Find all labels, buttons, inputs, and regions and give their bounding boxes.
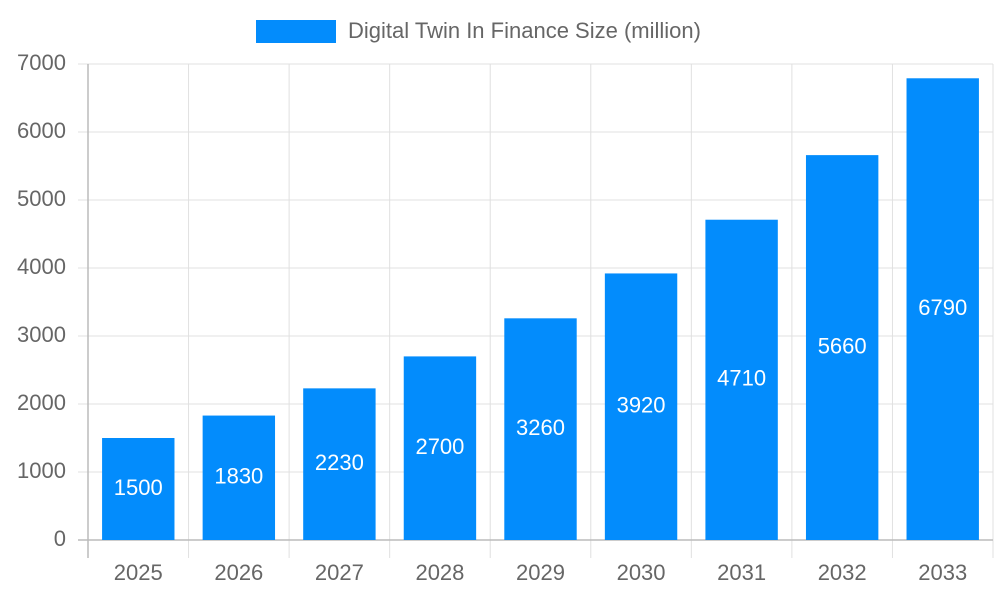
value-label: 6790 [918,295,967,320]
value-label: 5660 [818,333,867,358]
x-tick-label: 2033 [918,560,967,585]
value-label: 1500 [114,475,163,500]
y-tick-label: 0 [54,526,66,551]
x-tick-label: 2027 [315,560,364,585]
value-label: 2700 [415,434,464,459]
bar [403,356,477,540]
bar [906,78,979,540]
bar [604,273,678,540]
value-label: 2230 [315,450,364,475]
x-tick-label: 2028 [415,560,464,585]
value-label: 3920 [617,393,666,418]
legend-swatch [256,20,336,43]
value-label: 4710 [717,366,766,391]
bar [705,219,778,540]
y-tick-label: 1000 [17,458,66,483]
legend-label: Digital Twin In Finance Size (million) [348,18,701,43]
value-label: 1830 [214,464,263,489]
value-label: 3260 [516,415,565,440]
y-tick-label: 4000 [17,254,66,279]
bar [303,388,376,540]
y-tick-label: 5000 [17,186,66,211]
x-tick-label: 2030 [617,560,666,585]
x-tick-label: 2029 [516,560,565,585]
y-tick-label: 2000 [17,390,66,415]
bar [805,155,879,540]
bar [102,438,175,540]
x-tick-label: 2025 [114,560,163,585]
x-tick-label: 2026 [214,560,263,585]
y-tick-label: 7000 [17,50,66,75]
x-tick-label: 2031 [717,560,766,585]
x-tick-label: 2032 [818,560,867,585]
bar [202,415,276,540]
bar [504,318,577,540]
y-tick-label: 3000 [17,322,66,347]
y-tick-label: 6000 [17,118,66,143]
